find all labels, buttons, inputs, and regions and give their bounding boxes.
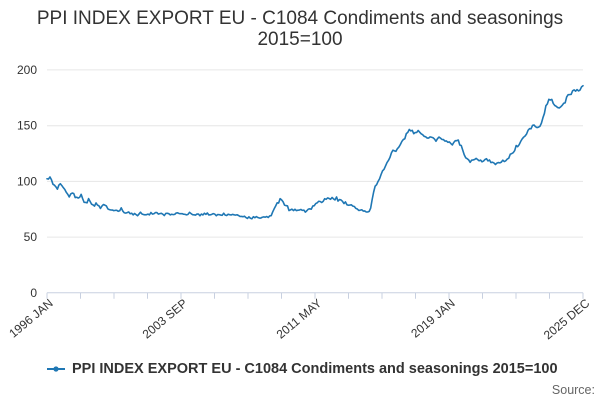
svg-text:100: 100 [17,174,37,188]
svg-text:0: 0 [30,286,37,300]
svg-text:200: 200 [17,63,37,77]
svg-text:50: 50 [24,230,38,244]
svg-text:150: 150 [17,119,37,133]
